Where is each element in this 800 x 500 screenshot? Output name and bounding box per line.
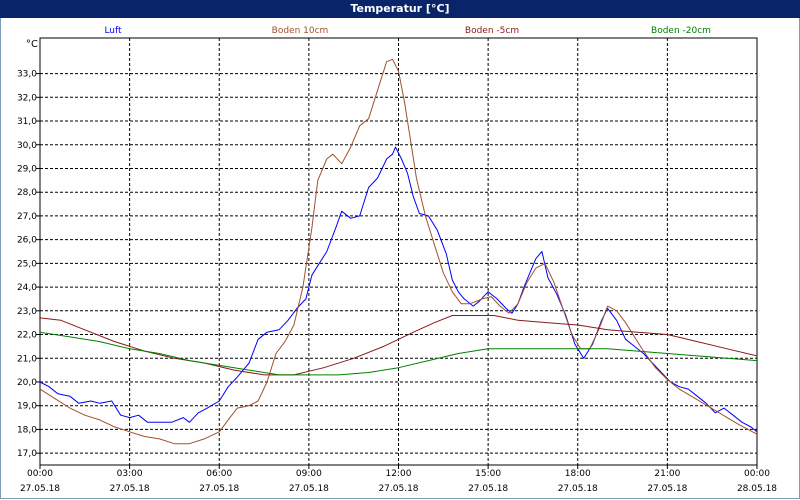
y-tick-label: 21,0 xyxy=(17,354,37,364)
legend-item: Boden -5cm xyxy=(465,26,519,36)
legend-item: Luft xyxy=(104,26,122,36)
y-tick-label: 27,0 xyxy=(17,212,37,222)
grid xyxy=(39,38,758,465)
legend-item: Boden -20cm xyxy=(651,26,711,36)
y-tick-label: 25,0 xyxy=(17,259,37,269)
y-tick-label: 23,0 xyxy=(17,307,37,317)
series-group xyxy=(39,58,758,445)
x-tick-time: 06:00 xyxy=(206,469,232,479)
x-axis: 00:00 27.05.18 03:00 27.05.18 06:00 27.05.18 0… xyxy=(20,465,777,494)
series-line-boden-20cm xyxy=(39,331,758,376)
series-line-boden-10cm xyxy=(39,58,758,445)
y-tick-label: 19,0 xyxy=(17,402,37,412)
y-tick-label: 32,0 xyxy=(17,93,37,103)
y-tick-label: 30,0 xyxy=(17,141,37,151)
x-tick-time: 00:00 xyxy=(744,469,770,479)
x-tick-date: 27.05.18 xyxy=(558,484,598,494)
legend-item: Boden 10cm xyxy=(272,26,329,36)
x-tick-time: 00:00 xyxy=(27,469,53,479)
y-axis: 17,0 18,0 19,0 20,0 21,0 22,0 23,0 24,0 25,0 26,0… xyxy=(17,70,40,459)
x-tick-date: 27.05.18 xyxy=(647,484,687,494)
y-tick-label: 18,0 xyxy=(17,425,37,435)
x-tick-date: 27.05.18 xyxy=(199,484,239,494)
x-tick-date: 27.05.18 xyxy=(110,484,150,494)
x-tick-date: 27.05.18 xyxy=(378,484,418,494)
x-tick-time: 03:00 xyxy=(117,469,143,479)
series-line-boden-5cm xyxy=(39,315,758,376)
x-tick-time: 18:00 xyxy=(565,469,591,479)
y-tick-label: 24,0 xyxy=(17,283,37,293)
temperature-chart: Luft Boden 10cm Boden -5cm Boden -20cm °C 1… xyxy=(17,26,777,494)
x-tick-time: 09:00 xyxy=(296,469,322,479)
x-tick-time: 21:00 xyxy=(654,469,680,479)
x-tick-date: 27.05.18 xyxy=(289,484,329,494)
x-tick-time: 15:00 xyxy=(475,469,501,479)
y-tick-label: 28,0 xyxy=(17,188,37,198)
x-tick-time: 12:00 xyxy=(386,469,412,479)
y-tick-label: 17,0 xyxy=(17,449,37,459)
chart-title: Temperatur [°C] xyxy=(0,0,800,18)
y-tick-label: 29,0 xyxy=(17,164,37,174)
x-tick-date: 27.05.18 xyxy=(20,484,60,494)
x-tick-date: 27.05.18 xyxy=(468,484,508,494)
x-tick-date: 28.05.18 xyxy=(737,484,777,494)
y-axis-unit: °C xyxy=(26,39,38,50)
y-tick-label: 22,0 xyxy=(17,331,37,341)
y-tick-label: 20,0 xyxy=(17,378,37,388)
y-tick-label: 31,0 xyxy=(17,117,37,127)
y-tick-label: 33,0 xyxy=(17,70,37,80)
y-tick-label: 26,0 xyxy=(17,236,37,246)
legend: Luft Boden 10cm Boden -5cm Boden -20cm xyxy=(104,26,711,36)
series-line-luft xyxy=(39,146,758,433)
